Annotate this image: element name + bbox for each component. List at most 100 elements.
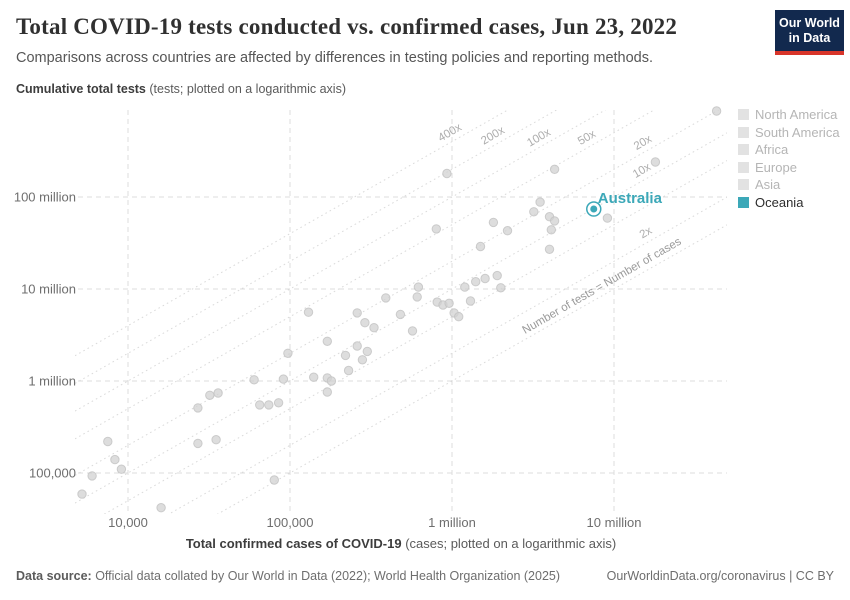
scatter-point[interactable] [492,270,502,281]
y-tick-label: 10 million [21,281,76,297]
legend-label: North America [755,107,838,123]
scatter-point[interactable] [650,157,661,167]
scatter-point[interactable] [249,375,259,385]
x-tick-label: 10 million [586,515,642,530]
scatter-point[interactable] [549,164,560,175]
scatter-point[interactable] [116,464,127,474]
legend-label: Europe [755,159,797,175]
scatter-point[interactable] [488,217,499,228]
x-tick-label: 100,000 [266,515,314,530]
x-axis-title-rest: (cases; plotted on a logarithmic axis) [401,536,617,551]
australia-label[interactable]: Australia [597,190,662,208]
scatter-point[interactable] [496,283,506,293]
ratio-line-1x [216,224,727,514]
scatter-point[interactable] [269,475,279,485]
scatter-point[interactable] [264,400,274,410]
legend-label: South America [755,124,840,140]
scatter-point[interactable] [193,438,203,449]
scatter-point[interactable] [412,292,422,302]
owid-logo-line2: in Data [788,31,831,45]
legend-item-oceania[interactable]: Oceania [738,194,840,212]
scatter-point[interactable] [546,225,556,235]
owid-link[interactable]: OurWorldinData.org/coronavirus | CC BY [606,569,834,583]
scatter-point[interactable] [211,435,221,445]
scatter-point[interactable] [362,346,372,357]
x-tick-label: 10,000 [108,515,148,530]
scatter-point[interactable] [465,296,476,306]
scatter-point[interactable] [352,308,362,318]
scatter-point[interactable] [278,374,289,384]
ratio-line-20x [75,110,720,476]
owid-logo-line1: Our World [779,16,840,30]
scatter-point[interactable] [309,372,319,382]
scatter-point[interactable] [549,216,560,226]
legend-swatch [738,161,749,173]
scatter-point[interactable] [205,390,215,400]
scatter-point[interactable] [471,277,481,287]
scatter-point[interactable] [273,398,284,408]
scatter-point[interactable] [381,293,391,303]
scatter-point[interactable] [156,503,166,513]
y-axis-title-bold: Cumulative total tests [16,82,146,96]
scatter-point[interactable] [535,197,545,207]
legend-swatch [738,109,749,121]
scatter-point[interactable] [360,318,370,328]
scatter-point[interactable] [502,226,513,236]
scatter-point[interactable] [602,213,613,223]
scatter-point[interactable] [413,282,424,292]
scatter-point[interactable] [255,400,265,410]
scatter-point[interactable] [322,387,332,397]
scatter-point[interactable] [544,244,555,255]
scatter-point[interactable] [442,168,452,179]
legend-item-asia[interactable]: Asia [738,176,840,194]
scatter-point[interactable] [352,341,362,351]
scatter-point[interactable] [454,312,464,322]
scatter-point[interactable] [460,282,470,292]
scatter-point[interactable] [343,365,354,376]
ratio-line-5x [103,160,727,514]
scatter-point[interactable] [444,298,454,308]
scatter-point[interactable] [283,348,293,358]
owid-logo: Our World in Data [775,10,844,55]
scatter-point[interactable] [77,489,87,499]
legend-swatch [738,144,749,156]
scatter-point[interactable] [480,273,490,284]
scatter-point[interactable] [711,106,722,116]
scatter-point[interactable] [357,355,368,365]
scatter-point[interactable] [340,350,351,361]
scatter-point[interactable] [87,471,97,481]
scatter-point[interactable] [213,388,223,398]
data-source-text: Official data collated by Our World in D… [91,569,561,583]
legend-item-north-america[interactable]: North America [738,106,840,124]
scatter-point[interactable] [326,376,337,386]
legend-swatch [738,179,749,191]
legend-item-south-america[interactable]: South America [738,124,840,142]
legend-label: Oceania [755,194,804,210]
scatter-point[interactable] [303,307,314,317]
legend-item-europe[interactable]: Europe [738,159,840,177]
scatter-point[interactable] [110,454,120,465]
scatter-point[interactable] [529,207,539,217]
page-title: Total COVID-19 tests conducted vs. confi… [16,14,678,39]
x-axis-title-bold: Total confirmed cases of COVID-19 [185,536,402,551]
ratio-line-200x [75,110,558,384]
scatter-point[interactable] [103,436,113,447]
scatter-point[interactable] [395,309,406,320]
scatter-point[interactable] [431,224,441,234]
ratio-line-50x [75,110,655,440]
scatter-point[interactable] [475,241,486,252]
legend-swatch [738,196,749,208]
legend-label: Asia [755,177,781,193]
scatter-point[interactable] [369,323,379,333]
ratio-line-400x [75,110,509,357]
australia-marker-dot[interactable] [590,205,598,213]
scatter-point[interactable] [407,326,418,336]
scatter-point[interactable] [193,403,203,413]
data-source-note: Data source: Official data collated by O… [16,569,560,583]
legend-item-africa[interactable]: Africa [738,141,840,159]
continent-legend: North America South America Africa Europe As… [738,106,840,211]
chart-subtitle: Comparisons across countries are affecte… [16,50,654,66]
scatter-point[interactable] [322,336,332,346]
y-tick-label: 1 million [28,373,76,389]
